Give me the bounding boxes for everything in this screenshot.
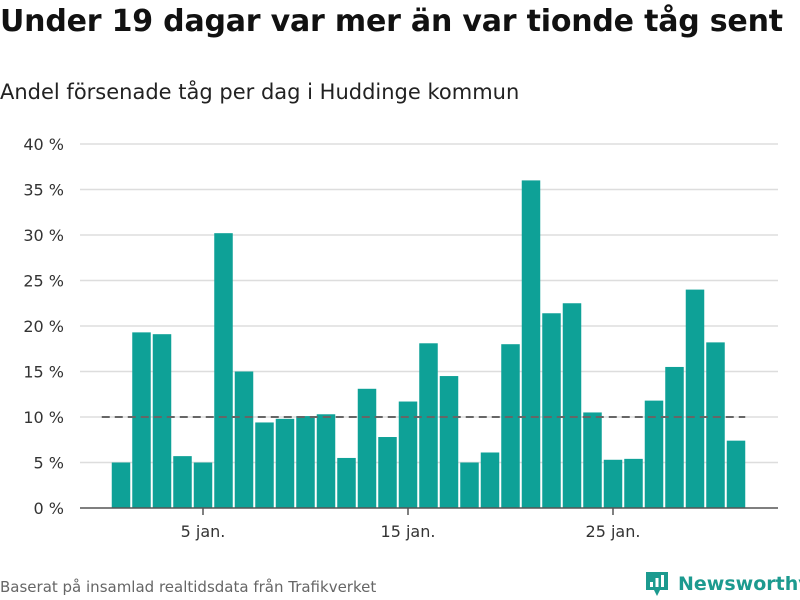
- y-tick-label: 15 %: [23, 363, 64, 382]
- y-tick-label: 35 %: [23, 181, 64, 200]
- bar: [726, 440, 746, 508]
- newsworthy-logo-icon: [646, 572, 668, 596]
- x-tick-label: 25 jan.: [586, 522, 641, 541]
- bar: [419, 343, 438, 508]
- bar: [337, 457, 356, 508]
- brand-name: Newsworthy: [678, 573, 800, 595]
- y-tick-label: 25 %: [23, 272, 64, 291]
- chart-subtitle: Andel försenade tåg per dag i Huddinge k…: [0, 80, 520, 104]
- brand-logo: Newsworthy: [644, 568, 800, 600]
- bar: [255, 422, 274, 508]
- bar: [234, 371, 254, 508]
- bar: [562, 303, 582, 508]
- y-tick-label: 40 %: [23, 135, 64, 154]
- y-tick-label: 0 %: [34, 499, 64, 518]
- source-note: Baserat på insamlad realtidsdata från Tr…: [0, 578, 377, 596]
- bar: [439, 376, 459, 508]
- x-tick-label: 15 jan.: [381, 522, 436, 541]
- bar: [173, 456, 192, 508]
- bar: [644, 400, 664, 508]
- bars: [111, 180, 746, 508]
- y-tick-label: 5 %: [34, 454, 64, 473]
- bar: [193, 462, 213, 508]
- x-tick-label: 5 jan.: [181, 522, 226, 541]
- chart-title: Under 19 dagar var mer än var tionde tåg…: [0, 4, 783, 39]
- axes: 0 % 5 % 10 % 15 % 20 % 25 % 30 % 35 % 40 % 5 jan.…: [23, 135, 778, 541]
- bar: [296, 416, 315, 508]
- bar: [357, 388, 377, 508]
- bar: [685, 289, 705, 508]
- y-tick-label: 10 %: [23, 408, 64, 427]
- bar: [152, 334, 172, 508]
- bar: [583, 412, 602, 508]
- bar: [316, 414, 336, 508]
- bar: [398, 401, 418, 508]
- bar: [521, 180, 541, 508]
- bar: [132, 332, 151, 508]
- bar: [214, 233, 233, 508]
- y-tick-label: 20 %: [23, 317, 64, 336]
- bar: [378, 437, 397, 508]
- bar: [275, 418, 295, 508]
- bar: [542, 313, 561, 508]
- y-tick-label: 30 %: [23, 226, 64, 245]
- bar: [460, 462, 479, 508]
- bar: [665, 366, 684, 508]
- bar: [706, 342, 725, 508]
- bar: [603, 459, 623, 508]
- bar: [111, 462, 131, 508]
- bar: [480, 452, 500, 508]
- bar: [501, 344, 520, 508]
- bar: [624, 458, 643, 508]
